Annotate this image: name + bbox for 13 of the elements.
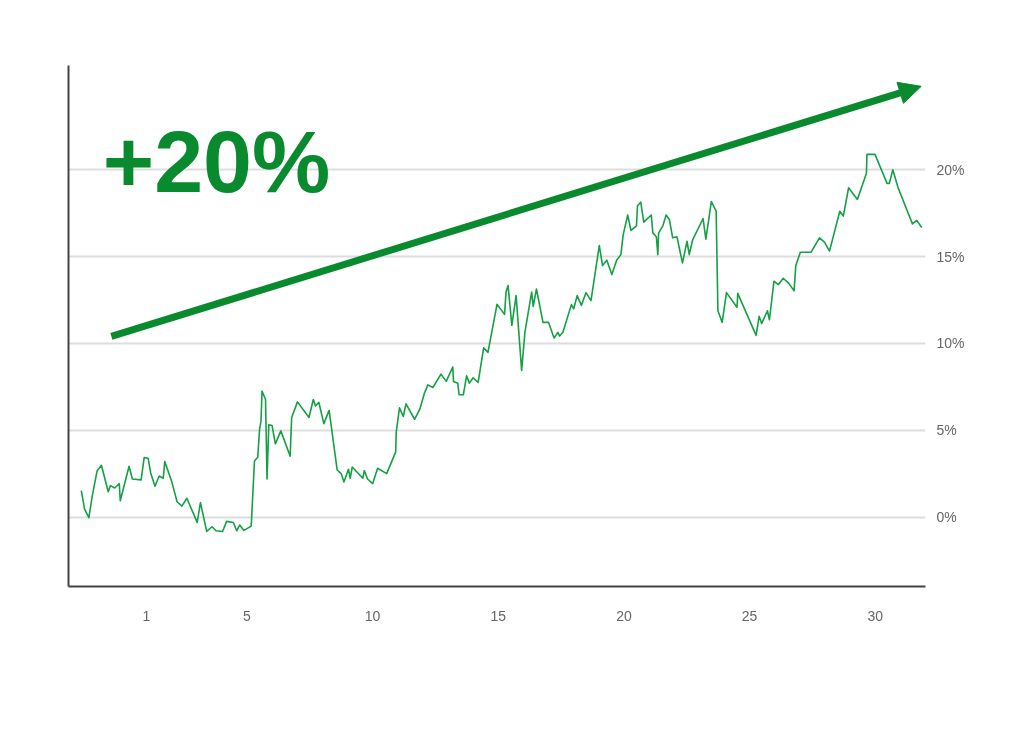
y-tick-label: 10%	[936, 335, 965, 352]
x-tick-label: 10	[364, 607, 381, 624]
x-tick-label: 30	[867, 607, 884, 624]
x-tick-label: 15	[490, 607, 507, 624]
y-tick-label: 20%	[936, 161, 965, 178]
x-tick-label: 20	[616, 607, 632, 624]
x-tick-label: 1	[142, 607, 151, 624]
annotation: +20%	[102, 112, 331, 212]
y-tick-label: 15%	[936, 248, 965, 265]
y-tick-label: 0%	[936, 509, 957, 526]
y-tick-label: 5%	[936, 422, 957, 439]
x-tick-label: 5	[243, 607, 252, 624]
x-tick-label: 25	[741, 607, 758, 624]
